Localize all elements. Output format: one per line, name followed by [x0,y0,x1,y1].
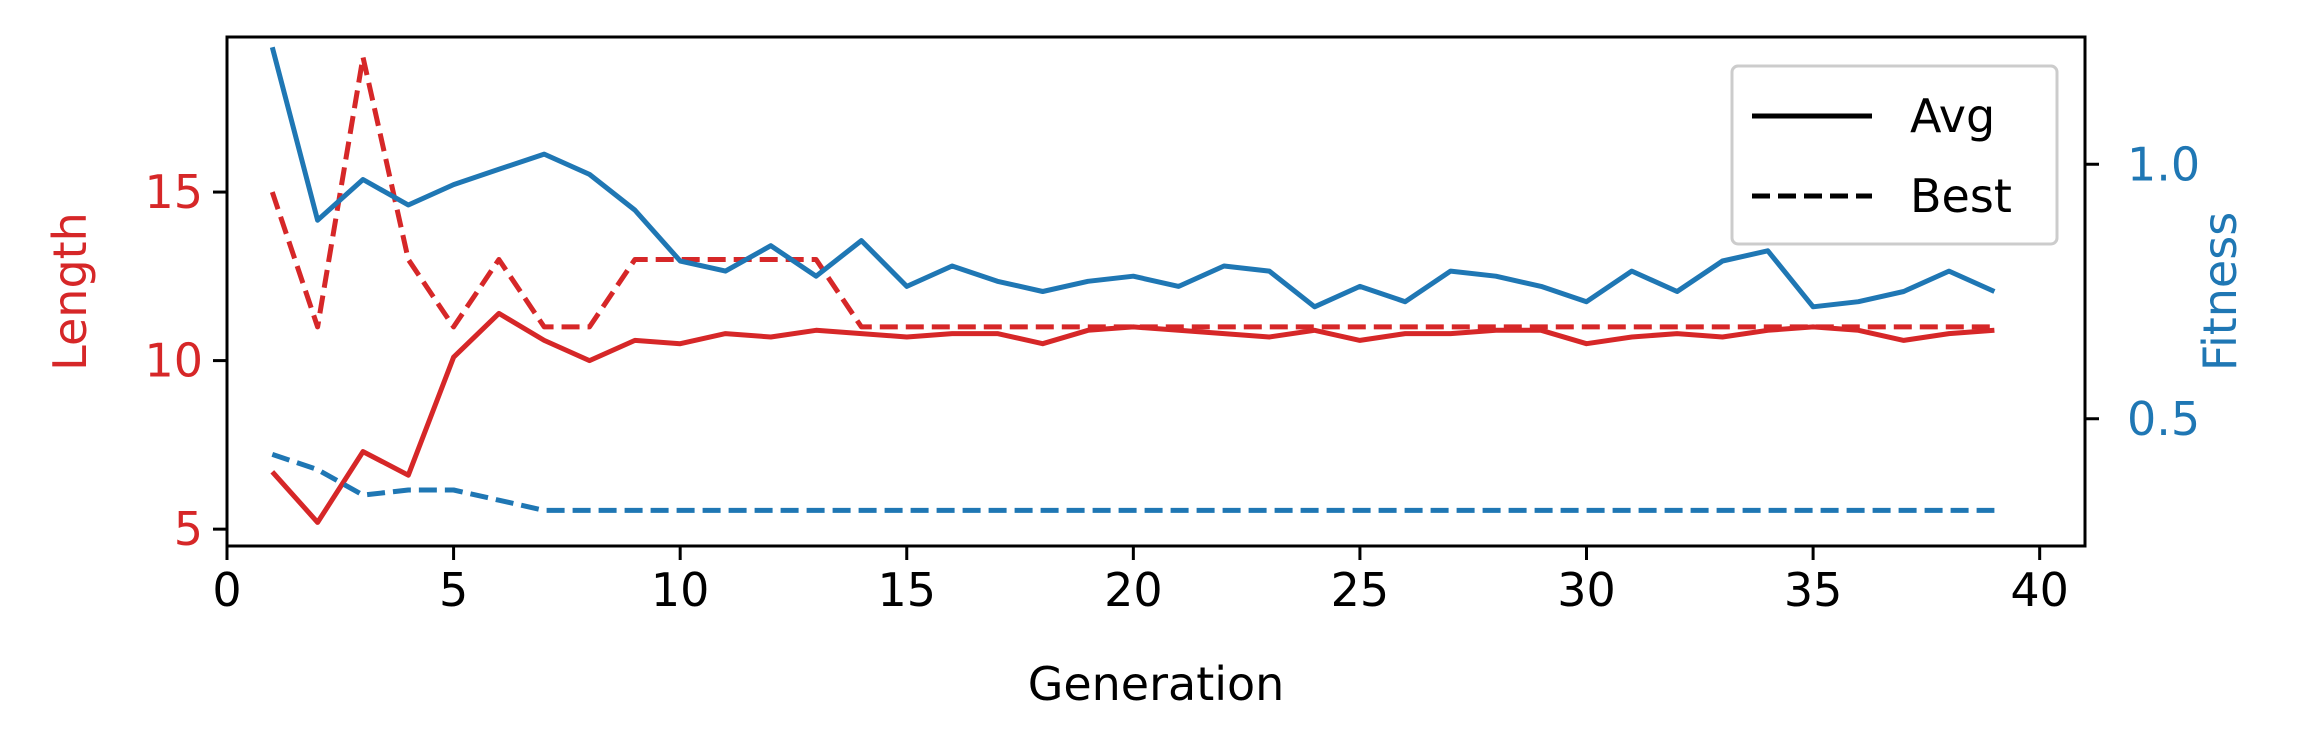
left-tick-label: 10 [144,334,203,388]
length-avg-line [270,310,1995,525]
x-tick-label: 40 [2010,563,2069,617]
left-tick-label: 15 [144,165,203,219]
fitness-avg-line [269,46,1996,310]
x-tick-label: 25 [1331,563,1390,617]
x-tick-label: 5 [439,563,468,617]
series-layer [269,46,1996,525]
legend: Avg Best [1730,64,2059,246]
x-axis-label: Generation [1028,657,1285,711]
right-tick-label: 1.0 [2127,137,2200,191]
fitness-best-line [271,452,1995,513]
x-tick-label: 30 [1557,563,1616,617]
x-axis: 0 5 10 15 20 25 30 35 40 [212,546,2069,617]
x-tick-label: 0 [212,563,241,617]
x-tick-label: 35 [1784,563,1843,617]
right-axis-label: Fitness [2193,212,2247,371]
x-tick-label: 15 [877,563,936,617]
left-y-axis: 5 10 15 [144,165,227,556]
right-y-axis: 0.5 1.0 [2085,137,2200,446]
legend-box [1730,64,2059,246]
legend-avg-label: Avg [1910,89,1995,143]
left-axis-label: Length [43,212,97,371]
legend-best-label: Best [1910,169,2012,223]
left-tick-label: 5 [174,502,203,556]
x-tick-label: 20 [1104,563,1163,617]
x-tick-label: 10 [651,563,710,617]
right-tick-label: 0.5 [2127,392,2200,446]
plot-frame [225,35,2087,548]
